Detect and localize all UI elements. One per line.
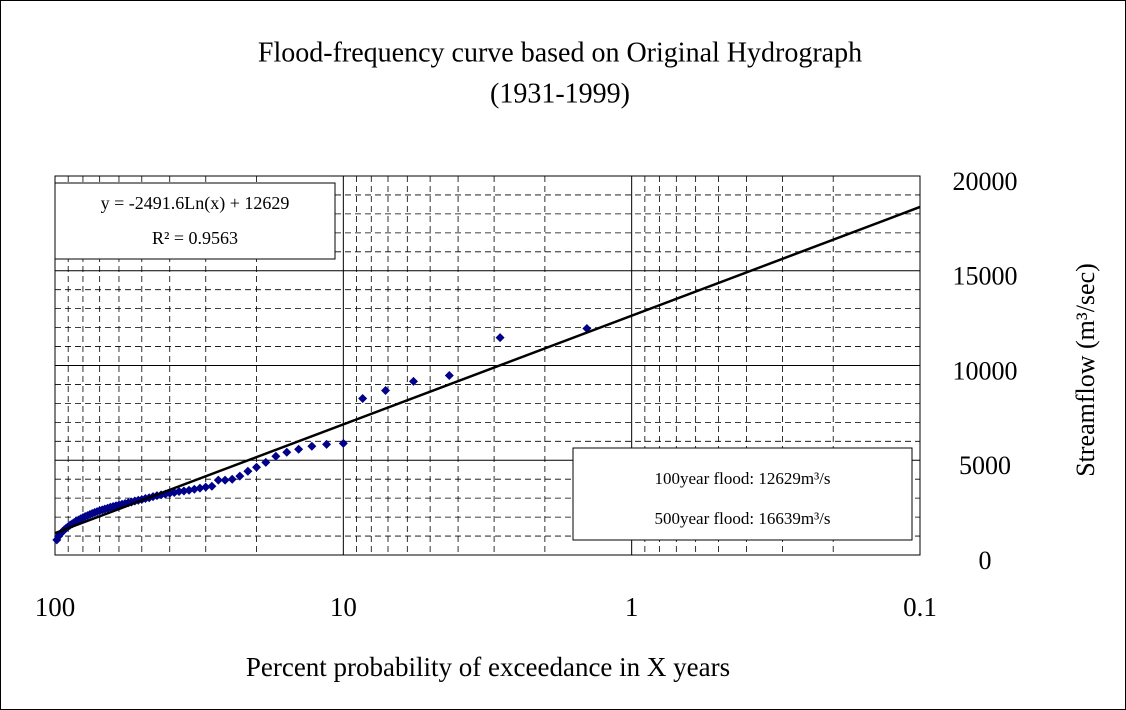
chart-subtitle: (1931-1999) [490, 78, 630, 109]
data-point [307, 441, 317, 451]
data-point [52, 535, 62, 545]
annotation-text: 100year flood: 12629m³/s [654, 469, 830, 488]
y-axis-title: Streamflow (m³/sec) [1071, 263, 1100, 477]
data-point [227, 474, 237, 484]
data-point [243, 466, 253, 476]
annotation-text: 500year flood: 16639m³/s [654, 509, 830, 528]
annotation-box [572, 447, 913, 541]
x-tick-label: 1 [625, 592, 639, 622]
data-point [358, 393, 368, 403]
y-tick-label: 0 [979, 546, 992, 575]
y-tick-label: 20000 [953, 167, 1018, 196]
x-tick-label: 10 [330, 592, 357, 622]
data-point [338, 438, 348, 448]
x-axis-title: Percent probability of exceedance in X y… [246, 652, 730, 682]
data-point [294, 444, 304, 454]
data-point [381, 386, 391, 396]
x-tick-label: 100 [35, 592, 76, 622]
data-point [201, 482, 211, 492]
data-point [271, 451, 281, 461]
data-point [220, 475, 230, 485]
data-point [322, 439, 332, 449]
data-point [261, 457, 271, 467]
data-point [409, 376, 419, 386]
annotation-box [54, 182, 336, 260]
plot-frame [54, 175, 921, 556]
data-point [235, 471, 245, 481]
chart-title: Flood-frequency curve based on Original … [258, 37, 862, 68]
x-tick-label: 0.1 [903, 592, 937, 622]
y-tick-label: 10000 [953, 356, 1018, 385]
data-point [252, 462, 262, 472]
y-tick-label: 15000 [953, 262, 1018, 291]
data-point [207, 481, 217, 491]
annotation-text: y = -2491.6Ln(x) + 12629 [101, 193, 290, 214]
annotation-text: R² = 0.9563 [152, 228, 238, 248]
data-point [495, 333, 505, 343]
trend-line [54, 205, 921, 535]
data-point [282, 447, 292, 457]
data-point [444, 371, 454, 381]
data-point [213, 475, 223, 485]
y-tick-label: 5000 [959, 451, 1011, 480]
